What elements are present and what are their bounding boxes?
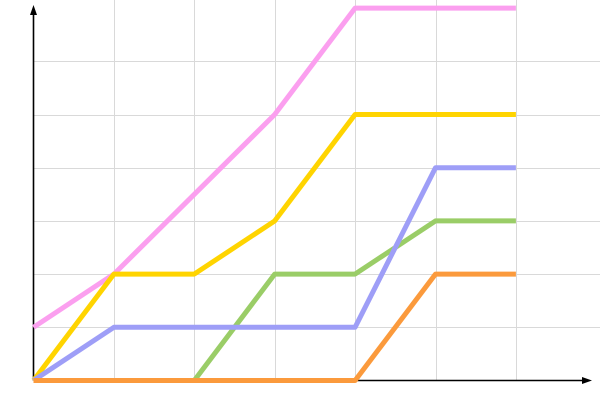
vertical-gridlines — [114, 0, 517, 381]
horizontal-gridlines — [33, 61, 600, 328]
series-line-green — [33, 218, 516, 383]
series-line-yellow — [31, 112, 516, 383]
series-group — [31, 5, 516, 383]
y-axis-arrow-icon — [30, 5, 37, 15]
series-line-purple — [32, 165, 516, 383]
x-axis-arrow-icon — [582, 377, 592, 384]
series-line-orange — [33, 271, 516, 383]
